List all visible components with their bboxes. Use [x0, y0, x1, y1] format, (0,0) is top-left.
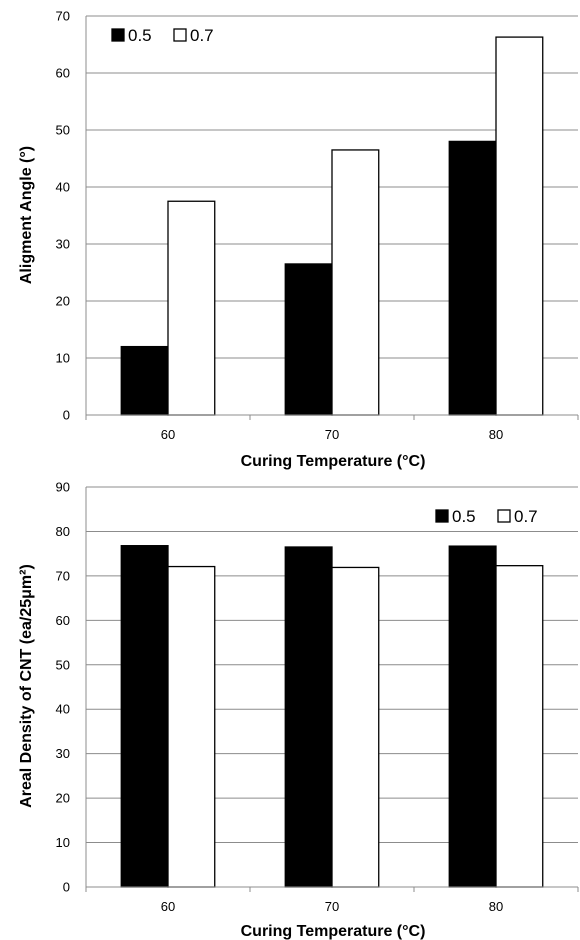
bar-0-5-60 [120, 345, 169, 416]
x-axis-title: Curing Temperature (°C) [241, 923, 426, 940]
legend-swatch [111, 28, 125, 42]
y-tick-label: 30 [56, 237, 70, 252]
bar-0-5-70 [284, 546, 333, 888]
y-tick-label: 0 [63, 408, 70, 423]
x-tick-labels: 60 70 80 [161, 899, 503, 914]
y-tick-labels: 0 10 20 30 40 50 60 70 [56, 9, 70, 423]
bar-0-5-80 [448, 140, 497, 416]
y-tick-label: 10 [56, 835, 70, 850]
legend: 0.5 0.7 [435, 507, 538, 526]
bar-0-7-60 [167, 200, 216, 416]
legend-swatch [497, 509, 511, 523]
y-tick-label: 90 [56, 480, 70, 495]
legend: 0.5 0.7 [111, 26, 214, 45]
legend-label: 0.7 [514, 507, 538, 526]
legend-label: 0.7 [190, 26, 214, 45]
x-tick-labels: 60 70 80 [161, 427, 503, 442]
bar-0-5-80 [448, 545, 497, 888]
x-tick-label: 80 [489, 899, 503, 914]
legend-label: 0.5 [452, 507, 476, 526]
x-tick-label: 60 [161, 427, 175, 442]
y-tick-label: 20 [56, 791, 70, 806]
bars [120, 545, 544, 888]
bars [120, 36, 544, 416]
bar-0-7-60 [167, 565, 216, 888]
areal-density-chart: 0 10 20 30 40 50 60 70 80 90 60 70 80 0.5 0.7 Curing… [18, 480, 579, 940]
y-tick-label: 30 [56, 746, 70, 761]
y-tick-label: 50 [56, 657, 70, 672]
legend-swatch [435, 509, 449, 523]
y-tick-label: 50 [56, 123, 70, 138]
x-tick-label: 70 [325, 427, 339, 442]
y-tick-label: 10 [56, 351, 70, 366]
x-tick-label: 70 [325, 899, 339, 914]
bar-0-7-80 [495, 36, 544, 416]
y-tick-label: 60 [56, 613, 70, 628]
y-axis-title: Aligment Angle (°) [18, 146, 35, 284]
y-tick-label: 20 [56, 294, 70, 309]
legend-swatch [173, 28, 187, 42]
x-tick-label: 80 [489, 427, 503, 442]
y-tick-label: 60 [56, 66, 70, 81]
axes [85, 16, 579, 420]
x-tick-label: 60 [161, 899, 175, 914]
y-tick-label: 40 [56, 702, 70, 717]
y-tick-label: 70 [56, 568, 70, 583]
bar-0-5-70 [284, 263, 333, 416]
legend-label: 0.5 [128, 26, 152, 45]
bar-0-5-60 [120, 545, 169, 888]
y-tick-label: 0 [63, 880, 70, 895]
y-tick-label: 40 [56, 180, 70, 195]
x-axis-title: Curing Temperature (°C) [241, 453, 426, 470]
alignment-angle-chart: 0 10 20 30 40 50 60 70 60 70 80 0.5 0.7 Curing Tem… [18, 9, 579, 470]
bar-0-7-70 [331, 566, 380, 888]
y-tick-label: 70 [56, 9, 70, 24]
bar-0-7-80 [495, 565, 544, 888]
y-tick-label: 80 [56, 524, 70, 539]
y-axis-title: Areal Density of CNT (ea/25μm²) [18, 564, 35, 808]
y-tick-labels: 0 10 20 30 40 50 60 70 80 90 [56, 480, 70, 895]
axes [85, 487, 579, 892]
bar-0-7-70 [331, 149, 380, 416]
